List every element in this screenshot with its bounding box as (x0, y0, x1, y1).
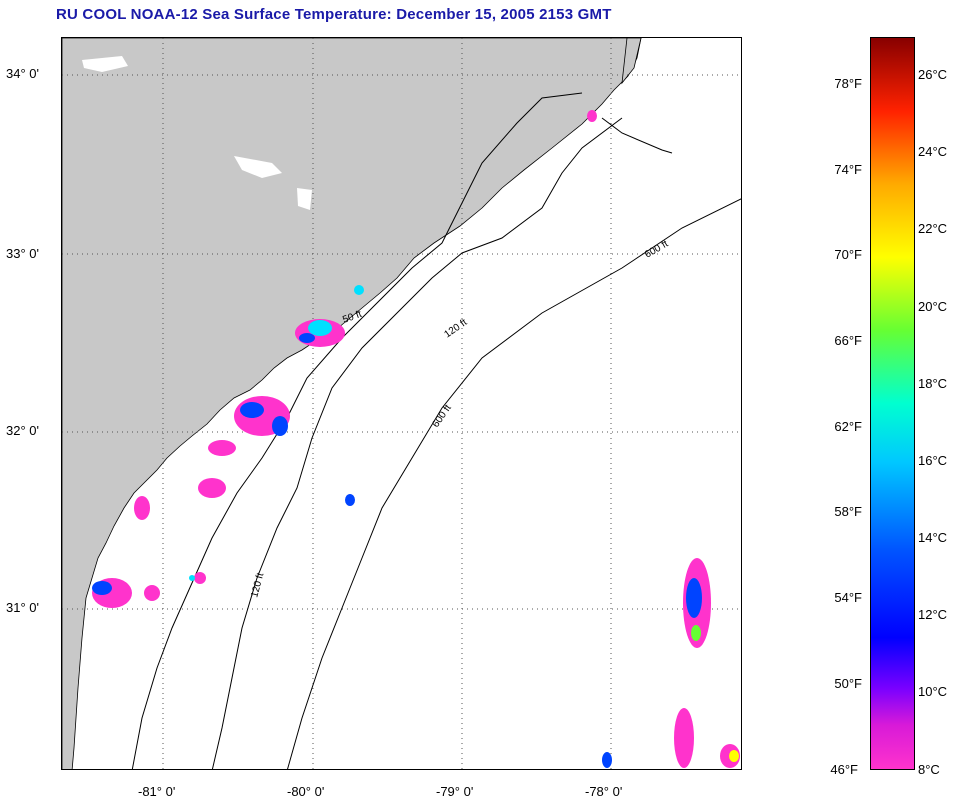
colorbar-c-label: 12°C (918, 607, 948, 622)
latitude-label: 31° 0' (6, 600, 39, 615)
latitude-label: 33° 0' (6, 246, 39, 261)
depth-label-120ft: 120 ft (442, 317, 469, 340)
map-title: RU COOL NOAA-12 Sea Surface Temperature:… (56, 6, 612, 23)
colorbar-c-label: 20°C (918, 299, 948, 314)
latitude-label: 34° 0' (6, 66, 39, 81)
colorbar-f-label: 78°F (834, 76, 862, 91)
colorbar-c-label: 22°C (918, 221, 948, 236)
colorbar-f-label: 46°F (830, 762, 858, 777)
colorbar-c-label: 10°C (918, 684, 948, 699)
depth-contours (131, 92, 741, 769)
graticule (62, 38, 741, 769)
colorbar-c-label: 8°C (918, 762, 940, 777)
colorbar-f-label: 70°F (834, 247, 862, 262)
temperature-colorbar (870, 37, 915, 770)
latitude-label: 32° 0' (6, 423, 39, 438)
map-canvas: 50 ft 120 ft 600 ft 600 ft 120 ft (62, 38, 741, 769)
longitude-label: -79° 0' (436, 784, 474, 799)
colorbar-f-label: 50°F (834, 676, 862, 691)
sst-map[interactable]: 50 ft 120 ft 600 ft 600 ft 120 ft (61, 37, 742, 770)
colorbar-f-label: 58°F (834, 504, 862, 519)
longitude-label: -81° 0' (138, 784, 176, 799)
colorbar-f-label: 74°F (834, 162, 862, 177)
colorbar-f-label: 62°F (834, 419, 862, 434)
sst-patches (92, 110, 740, 768)
land-mass (62, 38, 642, 769)
depth-label-600ft: 600 ft (430, 403, 453, 430)
inland-water (82, 56, 128, 72)
colorbar-c-label: 14°C (918, 530, 948, 545)
colorbar-c-label: 16°C (918, 453, 948, 468)
coast-islands (621, 38, 642, 85)
depth-label-600ft-north: 600 ft (643, 238, 670, 260)
inland-water (297, 188, 312, 210)
colorbar-f-label: 54°F (834, 590, 862, 605)
longitude-label: -80° 0' (287, 784, 325, 799)
longitude-label: -78° 0' (585, 784, 623, 799)
colorbar-c-label: 18°C (918, 376, 948, 391)
colorbar-c-label: 26°C (918, 67, 948, 82)
inland-water (234, 156, 282, 178)
colorbar-f-label: 66°F (834, 333, 862, 348)
colorbar-c-label: 24°C (918, 144, 948, 159)
depth-label-120ft-south: 120 ft (249, 572, 266, 599)
